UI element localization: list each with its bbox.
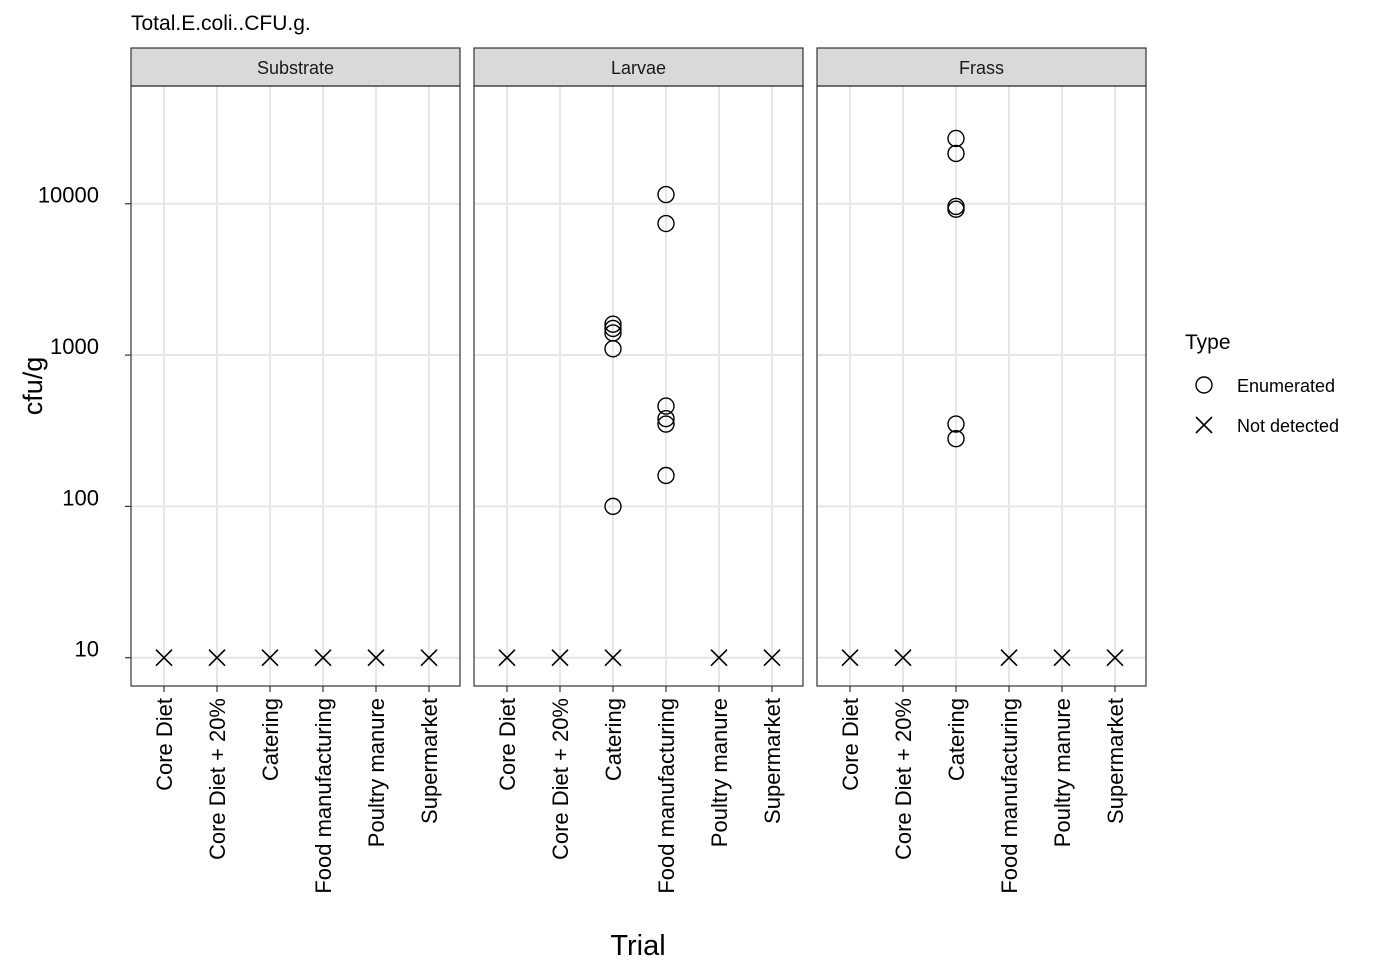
data-point-not-detected: [894, 649, 912, 667]
x-tick-label-food-manufacturing: Food manufacturing: [654, 698, 679, 894]
facet-label-larvae: Larvae: [611, 58, 666, 78]
data-point-enumerated: [657, 415, 675, 433]
data-point-not-detected: [261, 649, 279, 667]
y-axis: 10 100 1000 10000: [38, 183, 131, 662]
x-tick-label-supermarket: Supermarket: [1103, 698, 1128, 824]
x-tick-label-catering: Catering: [944, 698, 969, 781]
facet-panel-substrate: Substrate Core Diet Core Diet + 20% Caterin…: [130, 47, 461, 894]
facet-label-frass: Frass: [959, 58, 1004, 78]
data-point-not-detected: [208, 649, 226, 667]
data-point-enumerated: [604, 319, 622, 338]
data-point-not-detected: [763, 649, 781, 667]
data-point-enumerated: [947, 415, 965, 433]
legend-label: Enumerated: [1237, 376, 1335, 396]
data-point-enumerated: [657, 409, 675, 428]
data-point-not-detected: [841, 649, 859, 667]
data-point-not-detected: [604, 649, 622, 667]
data-point-not-detected: [498, 649, 516, 667]
facet-panel-frass: Frass Core Diet Core Diet + 20% Catering Foo…: [816, 47, 1147, 894]
legend-entry-enumerated: Enumerated: [1195, 376, 1335, 396]
x-axis-label: Trial: [610, 930, 665, 962]
data-point-not-detected: [314, 649, 332, 667]
data-point-not-detected: [1106, 649, 1124, 667]
x-tick-label-supermarket: Supermarket: [760, 698, 785, 824]
data-point-enumerated: [604, 315, 622, 333]
data-point-enumerated: [657, 466, 675, 485]
data-point-enumerated: [657, 185, 675, 204]
x-tick-label-core-diet-20: Core Diet + 20%: [891, 698, 916, 860]
y-tick-label: 10: [75, 637, 99, 662]
x-tick-label-poultry-manure: Poultry manure: [707, 698, 732, 847]
data-point-enumerated: [657, 214, 675, 233]
x-tick-label-poultry-manure: Poultry manure: [1050, 698, 1075, 847]
data-point-not-detected: [1053, 649, 1071, 667]
x-tick-label-food-manufacturing: Food manufacturing: [311, 698, 336, 894]
plot-area: [474, 86, 803, 686]
y-tick-label: 100: [62, 485, 99, 510]
legend-label: Not detected: [1237, 416, 1339, 436]
x-tick-label-poultry-manure: Poultry manure: [364, 698, 389, 847]
facet-panels: Substrate Core Diet Core Diet + 20% Caterin…: [130, 47, 1147, 894]
x-tick-label-core-diet-20: Core Diet + 20%: [548, 698, 573, 860]
data-point-enumerated: [604, 324, 622, 342]
data-point-not-detected: [710, 649, 728, 667]
data-point-enumerated: [947, 430, 965, 448]
x-tick-label-core-diet: Core Diet: [152, 698, 177, 791]
x-tick-label-core-diet-20: Core Diet + 20%: [205, 698, 230, 860]
facet-strip: [816, 47, 1147, 87]
legend-key-cross: [1195, 416, 1213, 434]
data-point-enumerated: [947, 129, 965, 148]
data-point-enumerated: [657, 397, 675, 415]
chart-title: Total.E.coli..CFU.g.: [131, 12, 311, 35]
panel-border: [816, 85, 1147, 687]
data-point-not-detected: [155, 649, 173, 667]
data-point-not-detected: [367, 649, 385, 667]
legend-entries: Enumerated Not detected: [1195, 376, 1339, 436]
x-tick-label-core-diet: Core Diet: [838, 698, 863, 791]
facet-label-substrate: Substrate: [257, 58, 334, 78]
plot-area: [817, 86, 1146, 686]
legend-key-circle: [1195, 376, 1213, 394]
data-point-not-detected: [551, 649, 569, 667]
y-tick-label: 1000: [50, 334, 99, 359]
data-point-enumerated: [947, 144, 965, 163]
y-axis-label: cfu/g: [18, 357, 48, 416]
x-tick-label-food-manufacturing: Food manufacturing: [997, 698, 1022, 894]
data-point-not-detected: [420, 649, 438, 667]
legend-entry-not-detected: Not detected: [1195, 416, 1339, 436]
legend: Type Enumerated Not detected: [1185, 331, 1339, 436]
x-tick-label-catering: Catering: [258, 698, 283, 781]
panel-border: [130, 85, 461, 687]
x-tick-label-catering: Catering: [601, 698, 626, 781]
data-point-not-detected: [1000, 649, 1018, 667]
facet-panel-larvae: Larvae Core Diet Core Diet + 20% Catering Fo…: [473, 47, 804, 894]
plot-area: [131, 86, 460, 686]
data-point-enumerated: [604, 497, 622, 516]
panel-border: [473, 85, 804, 687]
legend-title: Type: [1185, 331, 1231, 354]
data-point-enumerated: [947, 197, 965, 216]
facet-strip: [130, 47, 461, 87]
x-tick-label-core-diet: Core Diet: [495, 698, 520, 791]
y-tick-label: 10000: [38, 183, 99, 208]
x-tick-label-supermarket: Supermarket: [417, 698, 442, 824]
facet-strip: [473, 47, 804, 87]
